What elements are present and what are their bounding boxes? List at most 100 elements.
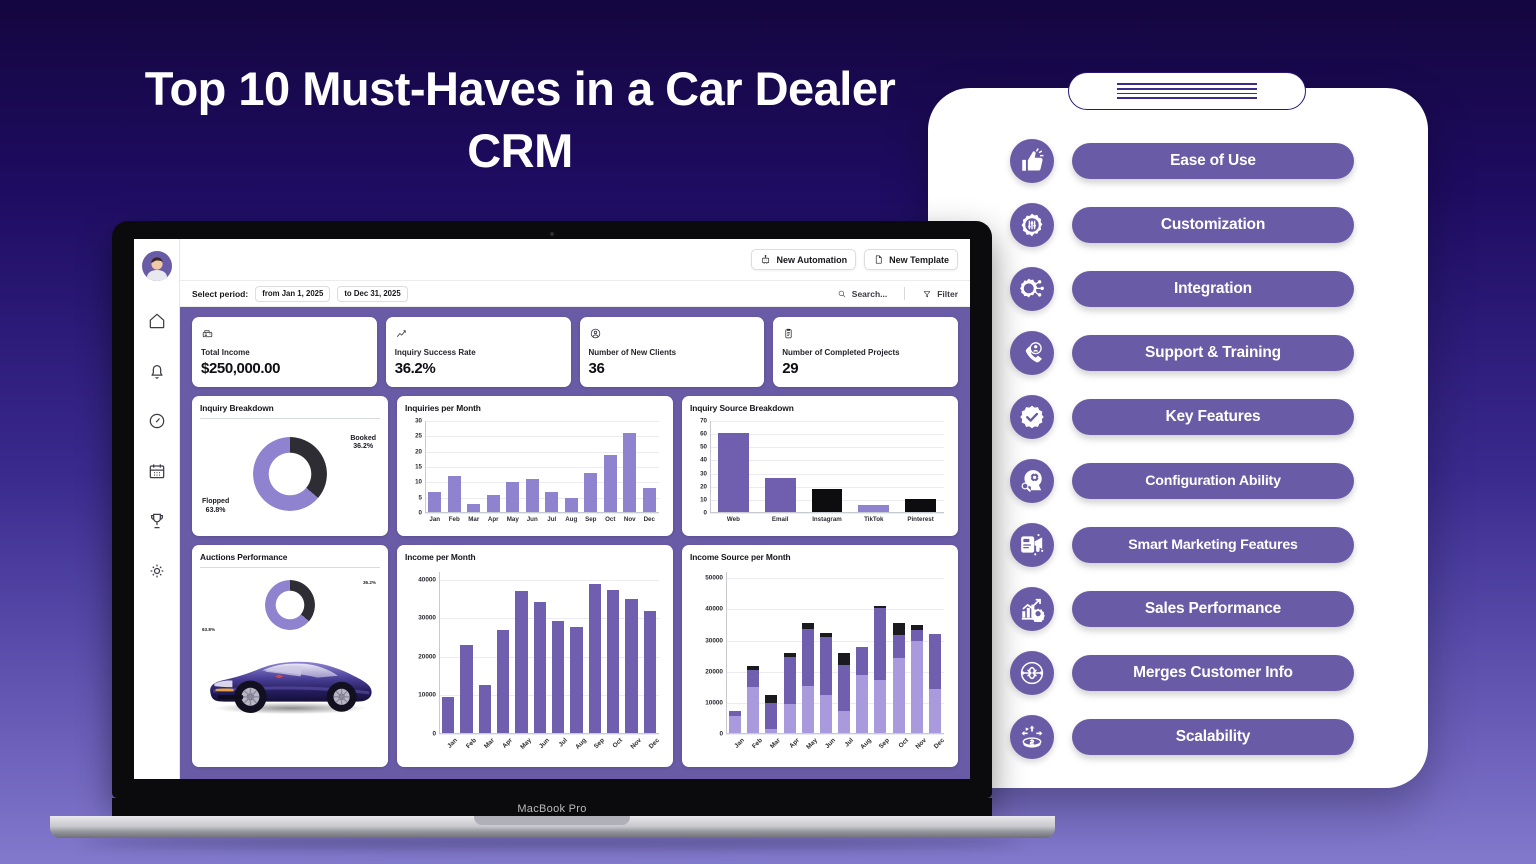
feature-row-customization[interactable]: Customization — [1010, 203, 1354, 247]
bar[interactable] — [625, 599, 638, 734]
sidebar-item-settings[interactable] — [147, 561, 167, 581]
panel-inquiries-per-month[interactable]: Inquiries per Month 0 5 10 15 20 25 30 Jan Feb Ma… — [397, 396, 673, 536]
search-input[interactable]: Search... — [837, 289, 887, 299]
bar[interactable] — [486, 494, 500, 513]
bar[interactable] — [607, 589, 620, 734]
sidebar-item-calendar[interactable] — [147, 461, 167, 481]
filter-label: Filter — [937, 288, 958, 299]
bar[interactable] — [643, 610, 656, 734]
laptop-base — [50, 816, 1055, 838]
bar[interactable] — [506, 482, 520, 513]
bar[interactable] — [729, 711, 742, 734]
bar[interactable] — [564, 497, 578, 513]
panel-row-2: Auctions Performance 36.2% 63.8% — [192, 545, 958, 767]
bar[interactable] — [801, 622, 814, 734]
new-automation-button[interactable]: New Automation — [751, 249, 857, 270]
feature-row-sales-performance[interactable]: Sales Performance — [1010, 587, 1354, 631]
bar[interactable] — [856, 647, 869, 734]
bar-segment-source-mid — [910, 629, 923, 642]
bar[interactable] — [819, 633, 832, 734]
bar[interactable] — [811, 489, 843, 513]
bar[interactable] — [588, 583, 601, 734]
bar[interactable] — [584, 473, 598, 513]
feature-pill[interactable]: Key Features — [1072, 399, 1354, 435]
kpi-card-total-income[interactable]: Total Income $250,000.00 — [192, 317, 377, 387]
kpi-card-new-clients[interactable]: Number of New Clients 36 — [579, 317, 765, 387]
panel-inquiry-source-breakdown[interactable]: Inquiry Source Breakdown 0 10 20 30 40 50 60 70… — [682, 396, 958, 536]
feature-pill[interactable]: Customization — [1072, 207, 1354, 243]
x-tick-label: Sep — [585, 516, 597, 523]
feature-label: Customization — [1160, 216, 1266, 233]
filter-button[interactable]: Filter — [922, 289, 958, 299]
bar[interactable] — [428, 491, 442, 513]
kpi-label: Number of New Clients — [588, 348, 677, 357]
panel-income-per-month[interactable]: Income per Month 0 10000 20000 30000 40000 Ja… — [397, 545, 673, 767]
bar[interactable] — [467, 503, 481, 513]
feature-row-merges-customer-info[interactable]: Merges Customer Info — [1010, 651, 1354, 695]
feature-row-key-features[interactable]: Key Features — [1010, 395, 1354, 439]
date-from-input[interactable]: from Jan 1, 2025 — [255, 285, 331, 302]
bar[interactable] — [928, 633, 941, 734]
bar[interactable] — [905, 498, 937, 513]
bar[interactable] — [910, 625, 923, 734]
bar[interactable] — [892, 623, 905, 734]
panel-auctions-performance[interactable]: Auctions Performance 36.2% 63.8% — [192, 545, 388, 767]
bar[interactable] — [515, 591, 528, 734]
bar[interactable] — [570, 626, 583, 734]
feature-label: Smart Marketing Features — [1128, 537, 1298, 553]
bar[interactable] — [552, 620, 565, 734]
new-template-button[interactable]: New Template — [864, 249, 958, 270]
bar[interactable] — [874, 605, 887, 734]
toolbar-divider — [904, 287, 906, 300]
bar[interactable] — [717, 432, 749, 513]
x-tick-label: Pinterest — [907, 516, 934, 523]
bar[interactable] — [442, 697, 455, 734]
feature-row-ease-of-use[interactable]: Ease of Use — [1010, 139, 1354, 183]
kpi-card-completed-projects[interactable]: Number of Completed Projects 29 — [773, 317, 958, 387]
bar[interactable] — [765, 695, 778, 734]
feature-row-integration[interactable]: Integration — [1010, 267, 1354, 311]
bar[interactable] — [460, 645, 473, 734]
sidebar-item-home[interactable] — [147, 311, 167, 331]
bar[interactable] — [447, 476, 461, 513]
feature-row-configuration-ability[interactable]: Configuration Ability — [1010, 459, 1354, 503]
sidebar-item-performance[interactable] — [147, 411, 167, 431]
kpi-card-inquiry-success-rate[interactable]: Inquiry Success Rate 36.2% — [385, 317, 571, 387]
feature-pill[interactable]: Ease of Use — [1072, 143, 1354, 179]
bar-segment-source-mid — [801, 628, 814, 687]
bar[interactable] — [858, 505, 890, 513]
feature-pill[interactable]: Sales Performance — [1072, 591, 1354, 627]
bar[interactable] — [545, 491, 559, 513]
panel-inquiry-breakdown[interactable]: Inquiry Breakdown Booked 36.2% Flopped 63.8… — [192, 396, 388, 536]
feature-pill[interactable]: Scalability — [1072, 719, 1354, 755]
feature-row-smart-marketing-features[interactable]: Smart Marketing Features — [1010, 523, 1354, 567]
x-axis — [439, 733, 659, 734]
bar-segment-source-mid — [819, 636, 832, 695]
feature-pill[interactable]: Smart Marketing Features — [1072, 527, 1354, 563]
bar[interactable] — [603, 454, 617, 513]
sidebar-item-achievements[interactable] — [147, 511, 167, 531]
sidebar-item-notifications[interactable] — [147, 361, 167, 381]
bar[interactable] — [623, 433, 637, 513]
date-to-input[interactable]: to Dec 31, 2025 — [337, 285, 408, 302]
panel-income-source-per-month[interactable]: Income Source per Month 0 10000 20000 30000… — [682, 545, 958, 767]
avatar[interactable] — [141, 251, 172, 281]
feature-pill[interactable]: Support & Training — [1072, 335, 1354, 371]
bar-segment-source-mid — [856, 647, 869, 676]
y-tick-label: 20000 — [705, 668, 723, 676]
bar[interactable] — [747, 666, 760, 734]
bar[interactable] — [838, 652, 851, 734]
bar[interactable] — [764, 477, 796, 513]
bar[interactable] — [783, 653, 796, 734]
bar[interactable] — [525, 479, 539, 513]
feature-pill[interactable]: Configuration Ability — [1072, 463, 1354, 499]
feature-pill[interactable]: Integration — [1072, 271, 1354, 307]
feature-row-scalability[interactable]: Scalability — [1010, 715, 1354, 759]
x-tick-label: Instagram — [812, 516, 842, 523]
feature-pill[interactable]: Merges Customer Info — [1072, 655, 1354, 691]
feature-row-support-training[interactable]: Support & Training — [1010, 331, 1354, 375]
bar[interactable] — [478, 684, 491, 734]
bar[interactable] — [533, 601, 546, 734]
bar[interactable] — [642, 488, 656, 513]
bar[interactable] — [497, 629, 510, 734]
